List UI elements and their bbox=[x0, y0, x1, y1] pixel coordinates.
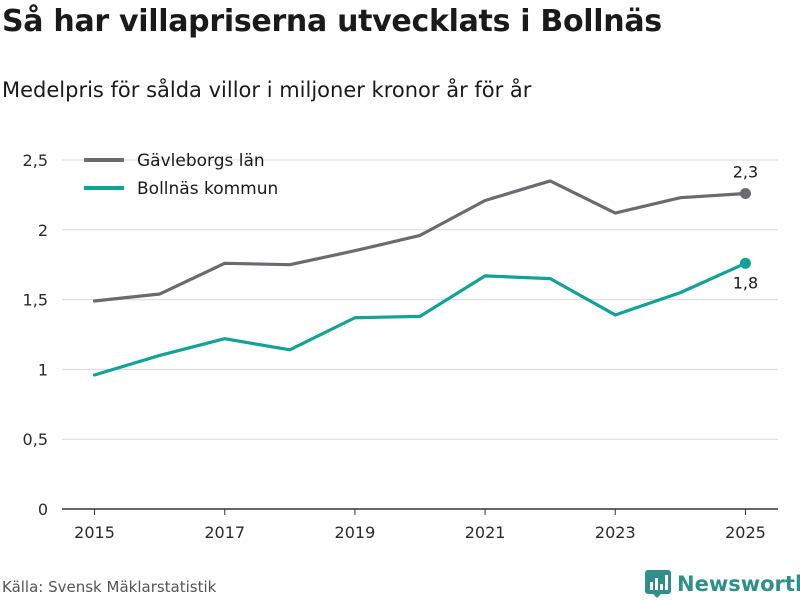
chart-subtitle: Medelpris för sålda villor i miljoner kr… bbox=[2, 78, 532, 102]
bar-chart-logo-icon bbox=[645, 570, 671, 598]
brand-logo: Newsworthy bbox=[645, 570, 800, 598]
legend-label: Bollnäs kommun bbox=[137, 179, 278, 199]
end-value-label: 1,8 bbox=[733, 273, 758, 292]
x-tick-label: 2015 bbox=[74, 523, 115, 542]
legend: Gävleborgs län Bollnäs kommun bbox=[84, 151, 278, 199]
x-tick-label: 2025 bbox=[725, 523, 766, 542]
y-tick-label: 2,5 bbox=[23, 151, 48, 170]
y-tick-label: 2 bbox=[38, 221, 48, 240]
series-line bbox=[92, 261, 748, 377]
x-tick-label: 2021 bbox=[465, 523, 506, 542]
x-tick-label: 2023 bbox=[595, 523, 636, 542]
source-note: Källa: Svensk Mäklarstatistik bbox=[2, 578, 217, 596]
end-point-marker bbox=[739, 188, 751, 200]
chart-title: Så har villapriserna utvecklats i Bollnä… bbox=[2, 4, 662, 39]
y-tick-label: 1 bbox=[38, 360, 48, 379]
series-lines: 2,3 1,8 bbox=[92, 163, 758, 377]
legend-label: Gävleborgs län bbox=[137, 151, 265, 171]
end-point-marker bbox=[739, 257, 751, 269]
y-tick-label: 1,5 bbox=[23, 291, 48, 310]
y-tick-label: 0 bbox=[38, 500, 48, 519]
y-tick-label: 0,5 bbox=[23, 430, 48, 449]
x-tick-label: 2017 bbox=[204, 523, 245, 542]
grid-lines bbox=[62, 159, 778, 440]
brand-name: Newsworthy bbox=[677, 572, 800, 596]
end-value-label: 2,3 bbox=[733, 163, 758, 182]
axes: 0 0,5 1 1,5 2 2,5 2015 2017 2019 2021 2023 2025 bbox=[23, 151, 778, 542]
series-line bbox=[92, 179, 748, 303]
x-tick-label: 2019 bbox=[335, 523, 376, 542]
